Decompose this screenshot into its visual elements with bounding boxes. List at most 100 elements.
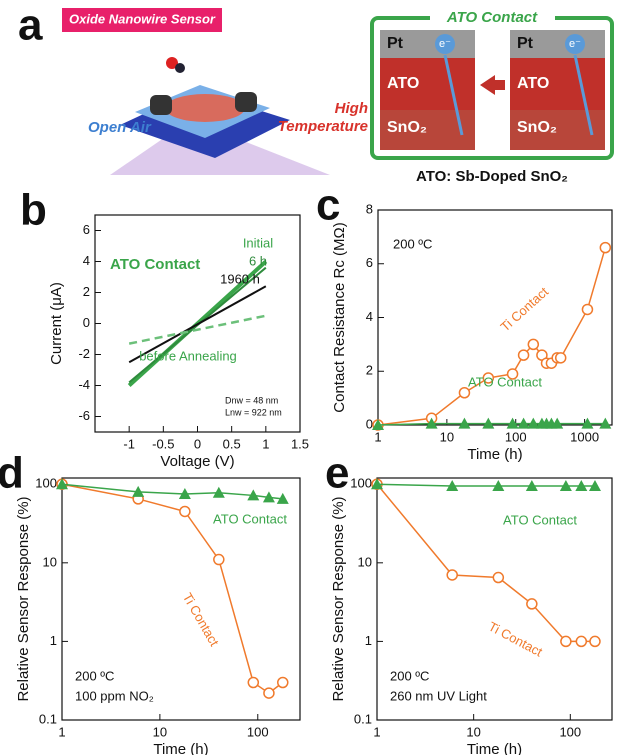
y-tick-label: 10: [358, 554, 372, 569]
marker: [446, 569, 458, 581]
temp-wrap: High Temperature: [278, 100, 368, 135]
plot-frame: [61, 477, 301, 721]
marker: [517, 349, 530, 361]
x-axis-label: Time (h): [467, 741, 522, 755]
marker: [517, 417, 530, 429]
series-line: [377, 247, 607, 426]
y-tick-label: 4: [366, 309, 373, 324]
series-label: 1960 h: [220, 271, 260, 286]
marker: [178, 488, 191, 500]
panel-a: a Oxide Nanowire Sensor Open Air High Te…: [18, 1, 614, 185]
y-tick-label: 2: [83, 284, 90, 299]
marker: [506, 417, 519, 429]
panel-letter: c: [316, 181, 340, 230]
annotation: 200 ºC: [393, 236, 432, 251]
electron: [565, 34, 585, 54]
y-tick-label: 6: [83, 222, 90, 237]
x-tick-label: 10: [440, 429, 454, 444]
marker: [262, 491, 275, 503]
y-axis-label: Contact Resistance Rc (MΩ): [331, 222, 348, 412]
marker: [581, 303, 594, 316]
annotation: 200 ºC: [75, 668, 114, 683]
open-air: Open Air: [88, 119, 152, 136]
y-tick-label: 6: [366, 255, 373, 270]
marker: [371, 478, 383, 490]
marker: [56, 478, 68, 490]
series-line: [376, 483, 595, 487]
series-label: ATO Contact: [468, 374, 542, 389]
series-line: [128, 285, 267, 364]
panel-letter: b: [20, 186, 47, 235]
marker: [525, 479, 538, 491]
arrow: [480, 75, 505, 95]
series-line: [128, 314, 267, 345]
marker: [581, 417, 594, 429]
marker: [247, 676, 260, 689]
electrode: [150, 95, 172, 115]
panel-letter: a: [18, 1, 43, 50]
plot-frame: [376, 477, 613, 721]
marker: [425, 417, 438, 429]
x-tick-label: -1: [123, 436, 135, 451]
y-tick-label: 1: [50, 633, 57, 648]
y-tick-label: -4: [78, 377, 90, 392]
marker: [599, 241, 612, 254]
pt-layer: [510, 30, 605, 58]
layer-label: Pt: [517, 35, 534, 52]
electron-label: e⁻: [439, 38, 451, 50]
layer-label: ATO: [517, 75, 549, 92]
layer-label: ATO: [387, 75, 419, 92]
y-axis-label: Relative Sensor Response (%): [330, 496, 347, 701]
marker: [559, 479, 572, 491]
marker: [575, 479, 588, 491]
electron-path: [443, 54, 464, 136]
annotation: Lnw = 922 nm: [225, 407, 282, 417]
ato-layer: [510, 58, 605, 110]
pt-layer: [380, 30, 475, 58]
y-tick-label: 100: [350, 476, 372, 491]
y-axis-label: Relative Sensor Response (%): [15, 496, 32, 701]
y-tick-label: 0.1: [354, 711, 372, 726]
stack-left: Pt ATO SnO₂ e⁻: [380, 30, 475, 150]
y-axis-label: Current (μA): [48, 282, 65, 365]
x-tick-label: 10: [466, 724, 480, 739]
marker: [277, 676, 289, 689]
x-tick-label: -0.5: [152, 436, 174, 451]
ato-layer: [380, 58, 475, 110]
marker: [492, 479, 505, 491]
y-tick-label: -2: [78, 346, 90, 361]
marker: [554, 352, 567, 364]
marker: [263, 687, 275, 699]
layer-label: SnO₂: [517, 119, 557, 136]
x-tick-label: 1000: [570, 429, 599, 444]
x-tick-label: 1: [374, 429, 381, 444]
annotation: ATO Contact: [110, 256, 200, 273]
marker: [575, 635, 588, 648]
stack-right: Pt ATO SnO₂ e⁻: [510, 30, 605, 150]
x-axis-label: Time (h): [467, 446, 522, 463]
y-tick-label: -6: [78, 408, 90, 423]
electron: [435, 34, 455, 54]
electron-path: [573, 54, 594, 136]
y-tick-label: 10: [43, 554, 57, 569]
marker: [560, 635, 572, 648]
series-label: Ti Contact: [497, 284, 551, 335]
x-tick-label: 100: [559, 724, 581, 739]
y-tick-label: 4: [83, 253, 90, 268]
layer-label: Pt: [387, 35, 404, 52]
marker: [482, 417, 495, 429]
annotation: 100 ppm NO₂: [75, 688, 154, 703]
marker: [599, 417, 612, 429]
y-tick-label: 2: [366, 363, 373, 378]
y-tick-label: 0: [366, 416, 373, 431]
x-tick-label: 100: [247, 724, 269, 739]
heater: [165, 94, 245, 122]
x-tick-label: 100: [505, 429, 527, 444]
y-tick-label: 1: [365, 633, 372, 648]
x-tick-label: 1.5: [291, 436, 309, 451]
contact-title: ATO Contact: [446, 9, 538, 26]
series-label: Ti Contact: [486, 619, 545, 660]
molecule: [166, 57, 178, 69]
y-tick-label: 0.1: [39, 711, 57, 726]
